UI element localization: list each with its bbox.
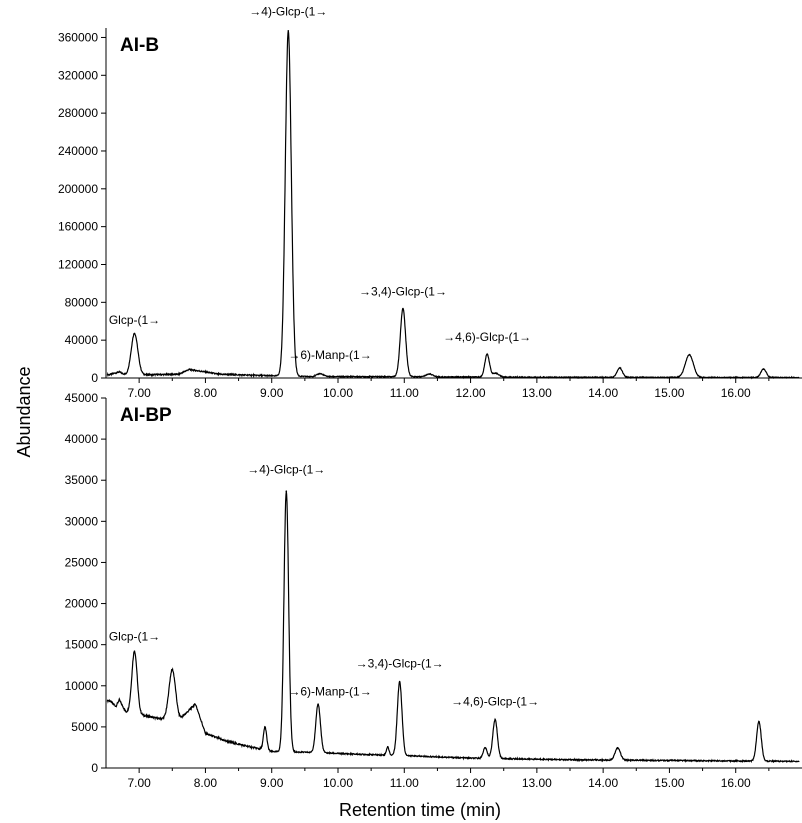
peak-apex xyxy=(171,668,174,671)
peak-apex xyxy=(494,719,496,721)
y-tick-label: 360000 xyxy=(58,30,98,44)
peak-label: →4,6)-Glcp-(1→ xyxy=(443,330,531,344)
y-tick-label: 320000 xyxy=(58,68,98,82)
y-tick-label: 160000 xyxy=(58,220,98,234)
y-tick-label: 0 xyxy=(91,371,98,385)
peak-label: →3,4)-Glcp-(1→ xyxy=(356,657,444,671)
y-tick-label: 240000 xyxy=(58,144,98,158)
peak-apex xyxy=(428,373,431,375)
peak-apex xyxy=(386,746,389,748)
x-tick-label: 12.00 xyxy=(456,386,486,400)
peak-apex xyxy=(758,720,760,723)
y-tick-label: 200000 xyxy=(58,182,98,196)
peak-label: →3,4)-Glcp-(1→ xyxy=(359,285,447,299)
x-tick-label: 14.00 xyxy=(588,776,618,790)
x-tick-label: 11.00 xyxy=(390,776,419,790)
y-tick-label: 10000 xyxy=(65,679,99,693)
peak-apex xyxy=(319,372,321,375)
x-tick-label: 10.00 xyxy=(323,776,353,790)
y-tick-label: 0 xyxy=(91,761,98,775)
x-tick-label: 13.00 xyxy=(522,386,552,400)
peak-apex xyxy=(762,368,765,370)
y-tick-label: 15000 xyxy=(65,638,99,652)
y-tick-label: 45000 xyxy=(65,391,99,405)
peak-apex xyxy=(133,650,136,653)
x-tick-label: 15.00 xyxy=(654,386,684,400)
peak-label: →6)-Manp-(1→ xyxy=(288,348,371,362)
x-tick-label: 8.00 xyxy=(194,386,218,400)
x-tick-label: 9.00 xyxy=(260,386,284,400)
peak-label: →4)-Glcp-(1→ xyxy=(249,5,327,19)
y-tick-label: 30000 xyxy=(65,514,99,528)
x-tick-label: 14.00 xyxy=(588,386,618,400)
x-tick-label: 11.00 xyxy=(390,386,419,400)
peak-apex xyxy=(486,353,488,356)
x-tick-label: 16.00 xyxy=(721,776,751,790)
peak-apex xyxy=(287,30,290,32)
peak-apex xyxy=(402,307,404,310)
panel-title: AI-BP xyxy=(120,405,172,426)
peak-apex xyxy=(317,703,319,705)
y-tick-label: 120000 xyxy=(58,257,98,271)
peak-apex xyxy=(616,746,619,749)
peak-label: →4,6)-Glcp-(1→ xyxy=(451,695,539,709)
panel-ai-bp: 0 5000 10000 15000 20000 25000 30000 35000 40000… xyxy=(65,391,802,790)
peak-label: Glcp-(1→ xyxy=(109,630,160,644)
x-tick-label: 10.00 xyxy=(323,386,353,400)
y-tick-label: 5000 xyxy=(71,720,98,734)
y-tick-label: 20000 xyxy=(65,597,99,611)
peak-apex xyxy=(688,353,691,356)
peak-label: →4)-Glcp-(1→ xyxy=(247,463,325,477)
peak-label: →6)-Manp-(1→ xyxy=(288,685,371,699)
panel-ai-b: 0 40000 80000 120000 160000 200000 240000 28000… xyxy=(58,5,802,400)
chromatogram-trace xyxy=(106,30,800,380)
x-tick-label: 9.00 xyxy=(260,776,284,790)
y-tick-label: 40000 xyxy=(65,333,99,347)
peak-apex xyxy=(398,680,401,683)
peak-apex xyxy=(264,726,266,728)
y-tick-label: 25000 xyxy=(65,555,99,569)
x-axis-title: Retention time (min) xyxy=(339,800,501,820)
x-tick-label: 15.00 xyxy=(654,776,684,790)
x-tick-label: 7.00 xyxy=(127,386,151,400)
y-tick-label: 40000 xyxy=(65,432,99,446)
x-tick-label: 13.00 xyxy=(522,776,552,790)
chromatogram-trace xyxy=(106,491,800,764)
y-tick-label: 80000 xyxy=(65,295,99,309)
panel-title: AI-B xyxy=(120,35,159,56)
peak-apex xyxy=(494,372,497,375)
peak-apex xyxy=(285,490,288,493)
peak-apex xyxy=(484,746,486,749)
y-tick-label: 35000 xyxy=(65,473,99,487)
x-tick-label: 12.00 xyxy=(456,776,486,790)
y-axis-title: Abundance xyxy=(14,366,34,457)
peak-apex xyxy=(618,367,621,369)
peak-label: Glcp-(1→ xyxy=(109,313,160,327)
peak-apex xyxy=(133,332,136,335)
y-tick-label: 280000 xyxy=(58,106,98,120)
x-tick-label: 7.00 xyxy=(127,776,151,790)
x-tick-label: 8.00 xyxy=(194,776,218,790)
x-tick-label: 16.00 xyxy=(721,386,751,400)
